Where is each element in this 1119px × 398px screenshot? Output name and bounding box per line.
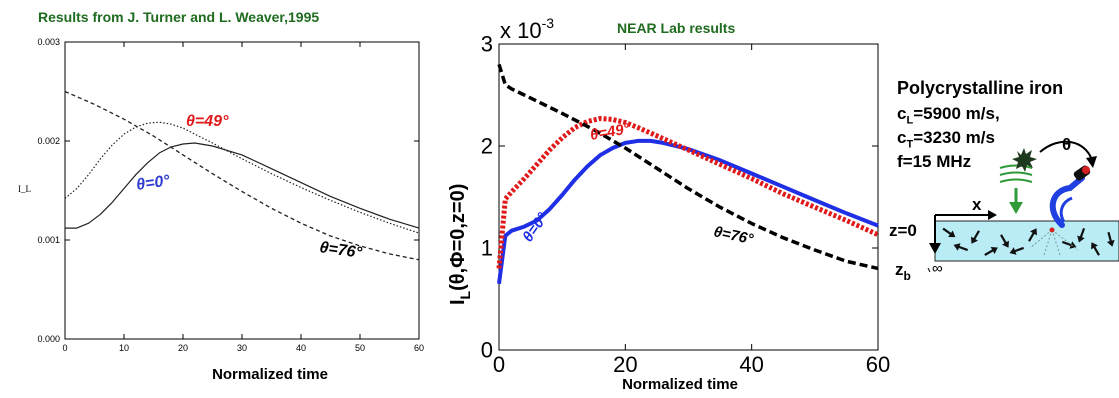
y-tick-label: 0 [481, 338, 493, 363]
probe-body [1049, 175, 1085, 228]
infinity-tick [927, 267, 931, 273]
incident-wave [999, 164, 1033, 183]
left-label-theta76: θ=76° [318, 239, 363, 262]
theta-arc [1039, 140, 1093, 161]
scatter-arrow-icon [1028, 228, 1037, 242]
info-transverse-speed: cT=3230 m/s [897, 128, 995, 151]
right-y-axis-label: IL(θ,Φ=0,z=0) [447, 184, 473, 305]
incident-arrowhead [1009, 202, 1023, 214]
scatter-arrow-icon [1077, 227, 1086, 243]
scatter-arrow-icon [1091, 242, 1100, 256]
scatter-arrow-icon [953, 243, 969, 252]
left-y-axis-label: I_L [18, 184, 31, 194]
right-x-axis: 0 20 40 60 [493, 44, 890, 377]
series-line-dotted [64, 121, 420, 234]
series-line-solid [65, 142, 420, 229]
x-tick-label: 50 [355, 343, 365, 353]
info-material: Polycrystalline iron [897, 78, 1064, 98]
x-tick-label: 10 [119, 343, 129, 353]
y-tick-label: 0.002 [37, 136, 60, 146]
series-line-dotted [496, 116, 880, 269]
right-x-axis-label: Normalized time [622, 376, 738, 393]
left-chart: Results from J. Turner and L. Weaver,199… [18, 9, 424, 383]
left-label-theta0: θ=0° [135, 172, 171, 194]
right-y-multiplier: x 10-3 [500, 15, 554, 43]
scatter-arrow-icon [942, 227, 956, 238]
scatter-arrow-icon [1009, 246, 1025, 255]
y-tick-label: 2 [481, 134, 493, 159]
right-chart: NEAR Lab results x 10-3 0 20 40 60 0 1 2 3 IL(… [447, 15, 890, 393]
y-tick-label: 0.001 [37, 235, 60, 245]
right-chart-title: NEAR Lab results [617, 20, 735, 36]
x-tick-label: 30 [237, 343, 247, 353]
y-tick-label: 3 [481, 32, 493, 57]
left-series-group [64, 90, 420, 261]
zb-label: zb [895, 260, 911, 283]
x-tick-label: 20 [613, 352, 637, 377]
scatter-fan [1029, 227, 1079, 256]
x-axis-arrowhead [988, 210, 997, 220]
x-tick-label: 40 [296, 343, 306, 353]
left-y-axis: 0.000 0.001 0.002 0.003 [37, 37, 419, 344]
probe-tip-icon [1082, 166, 1090, 174]
z0-label: z=0 [889, 221, 917, 240]
x-tick-label: 60 [414, 343, 424, 353]
scatter-arrow-icon [971, 230, 980, 244]
x-tick-label: 0 [62, 343, 67, 353]
right-label-theta0: θ=0° [519, 209, 552, 245]
scatter-arrows [942, 227, 1115, 256]
left-plot-frame [64, 41, 420, 340]
medium-block [934, 220, 1119, 262]
right-label-theta76: θ=76° [712, 223, 755, 248]
left-x-axis: 0 10 20 30 40 50 60 [62, 42, 424, 353]
left-x-axis-label: Normalized time [212, 366, 328, 383]
x-tick-label: 20 [178, 343, 188, 353]
theta-arrowhead [1086, 156, 1097, 168]
theta-label: θ [1062, 135, 1071, 154]
y-tick-label: 0.000 [37, 334, 60, 344]
series-line-dashed [64, 90, 420, 261]
source-burst-icon [1012, 148, 1037, 172]
series-line-dashed [497, 63, 879, 271]
left-chart-title: Results from J. Turner and L. Weaver,199… [38, 9, 319, 25]
right-y-axis: 0 1 2 3 [481, 32, 878, 363]
left-label-theta49: θ=49° [186, 113, 229, 130]
y-tick-label: 0.003 [37, 37, 60, 47]
x-tick-label: 0 [493, 352, 505, 377]
infinity-label: ∞ [932, 260, 943, 277]
scatter-arrow-icon [984, 247, 998, 256]
y-tick-label: 1 [481, 236, 493, 261]
right-series-group [496, 63, 880, 284]
x-tick-label: 60 [866, 352, 890, 377]
x-tick-label: 40 [739, 352, 763, 377]
x-label: x [972, 195, 982, 214]
info-frequency: f=15 MHz [897, 152, 972, 171]
scatter-arrow-icon [1106, 231, 1115, 247]
right-label-theta49: θ=49° [589, 120, 632, 144]
scatter-arrow-icon [1000, 234, 1009, 248]
z-axis-arrowhead [929, 243, 941, 254]
probe-inner [1059, 196, 1073, 223]
schematic: x z=0 zb ∞ θ [889, 135, 1119, 283]
right-plot-frame [498, 43, 879, 351]
info-longitudinal-speed: cL=5900 m/s, [897, 104, 1000, 127]
